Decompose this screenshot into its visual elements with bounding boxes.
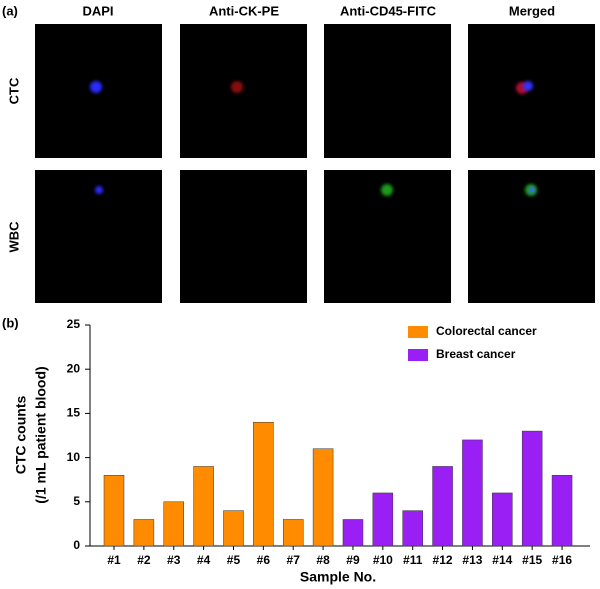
y-tick-label: 5 [73, 494, 80, 508]
legend-swatch [408, 326, 428, 338]
y-axis-label: CTC counts [13, 396, 29, 475]
image [468, 24, 595, 158]
bar [163, 501, 184, 547]
x-tick-label: #7 [287, 553, 301, 567]
micrographs [35, 24, 595, 303]
bar [223, 510, 244, 547]
bar [193, 466, 214, 547]
bar [133, 519, 155, 547]
x-tick-label: #14 [492, 553, 512, 567]
column-header: Merged [509, 3, 555, 18]
x-tick-label: #1 [107, 553, 121, 567]
bar [521, 430, 543, 547]
x-tick-label: #8 [316, 553, 330, 567]
x-tick-label: #11 [403, 553, 423, 567]
panel-label: (b) [2, 315, 19, 330]
y-tick-label: 0 [73, 538, 80, 552]
bar [253, 421, 274, 547]
x-tick-label: #12 [433, 553, 453, 567]
cell [231, 81, 243, 93]
x-tick-label: #2 [137, 553, 151, 567]
x-tick-label: #6 [257, 553, 271, 567]
legend-swatch [408, 349, 428, 361]
x-tick-label: #10 [373, 553, 393, 567]
cell [90, 81, 102, 93]
bar [492, 492, 513, 547]
cell [95, 186, 103, 194]
column-header: Anti-CD45-FITC [340, 3, 437, 18]
legend-label: Colorectal cancer [436, 324, 537, 338]
bar [282, 519, 304, 547]
y-tick-label: 15 [67, 406, 81, 420]
x-tick-label: #4 [197, 553, 211, 567]
bar [402, 510, 423, 547]
x-axis-label: Sample No. [300, 569, 376, 585]
x-tick-label: #15 [522, 553, 542, 567]
x-tick-label: #16 [552, 553, 572, 567]
y-tick-label: 10 [67, 450, 81, 464]
cell [381, 184, 393, 196]
bar [312, 448, 334, 547]
cell [529, 187, 535, 193]
image [324, 24, 451, 158]
row-label: WBC [6, 221, 21, 253]
bar [372, 492, 394, 547]
y-tick-label: 25 [67, 317, 81, 331]
x-tick-label: #3 [167, 553, 181, 567]
legend-label: Breast cancer [436, 347, 516, 361]
column-header: Anti-CK-PE [209, 3, 279, 18]
row-label: CTC [6, 77, 21, 104]
y-tick-label: 20 [67, 361, 81, 375]
x-tick-label: #9 [346, 553, 360, 567]
bar [551, 475, 573, 547]
x-tick-label: #13 [462, 553, 482, 567]
bar [342, 519, 364, 547]
x-tick-label: #5 [227, 553, 241, 567]
panel-label: (a) [2, 3, 18, 18]
cell [523, 81, 533, 91]
image [180, 24, 307, 158]
y-axis-label: (/1 mL patient blood) [33, 366, 49, 503]
bar [432, 466, 453, 547]
image [180, 170, 307, 303]
bar [103, 475, 125, 547]
column-header: DAPI [82, 3, 113, 18]
bar [462, 439, 483, 547]
